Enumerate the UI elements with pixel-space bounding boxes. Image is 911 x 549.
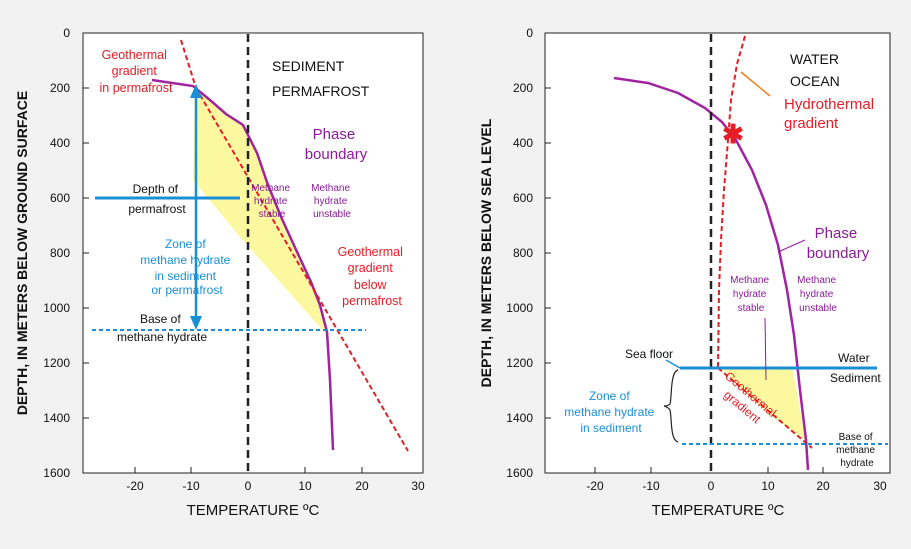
right-xtick: 20: [816, 479, 830, 493]
right-ytick: 200: [513, 81, 533, 95]
right-phase-boundary-label: Phase boundary: [807, 225, 870, 262]
right-phase-leader: [777, 239, 806, 253]
left-sediment-label: SEDIMENT: [272, 58, 345, 74]
left-stable-region: [193, 88, 327, 335]
left-xtick: 20: [355, 479, 369, 493]
right-ytick: 1400: [506, 411, 533, 425]
left-geothermal-below-line: [195, 87, 409, 452]
right-x-axis-label: TEMPERATURE ºC: [652, 502, 785, 519]
left-ytick: 1600: [43, 466, 70, 480]
right-y-axis-label: DEPTH, IN METERS BELOW SEA LEVEL: [478, 118, 494, 387]
right-ytick: 600: [513, 191, 533, 205]
right-hydrothermal-label: Hydrothermal gradient: [784, 96, 878, 132]
left-xtick: -10: [182, 479, 200, 493]
right-ytick: 1200: [506, 356, 533, 370]
left-geothermal-permafrost-line: [180, 39, 197, 89]
right-geothermal-line: [717, 367, 813, 449]
right-ocean-label: OCEAN: [790, 73, 840, 89]
right-zone-brace: [663, 369, 679, 443]
left-ytick: 1400: [43, 411, 70, 425]
right-x-ticks: -20 -10 0 10 20 30: [586, 467, 887, 493]
left-depth-permafrost-label: Depth of permafrost: [128, 182, 186, 216]
left-permafrost-label: PERMAFROST: [272, 83, 370, 99]
left-xtick: 30: [411, 479, 425, 493]
right-ytick: 800: [513, 246, 533, 260]
left-zone-arrow-up: [190, 84, 202, 98]
right-sediment-side-label: Sediment: [830, 371, 881, 385]
left-x-ticks: -20 -10 0 10 20 30: [126, 467, 425, 493]
right-sea-floor-leader: [665, 359, 681, 369]
right-xtick: -10: [642, 479, 660, 493]
left-xtick: 10: [298, 479, 312, 493]
left-xtick: -20: [126, 479, 144, 493]
left-phase-boundary: [151, 78, 335, 451]
left-geothermal-permafrost-label: Geothermal gradient in permafrost: [100, 48, 173, 95]
left-zone-label: Zone of methane hydrate in sediment or p…: [140, 237, 233, 297]
right-xtick: 10: [761, 479, 775, 493]
right-hydrothermal-leader: [740, 71, 771, 97]
right-base-label: Base of methane hydrate: [836, 432, 878, 469]
left-y-ticks: 0 200 400 600 800 1000 1200 1400 1600: [43, 26, 89, 480]
right-stable-leader: [764, 317, 767, 381]
right-plot-area: [544, 32, 891, 474]
left-stable-label: Methane hydrate stable: [251, 183, 293, 220]
right-ytick: 1600: [506, 466, 533, 480]
right-ytick: 0: [526, 26, 533, 40]
left-unstable-label: Methane hydrate unstable: [311, 183, 353, 220]
left-x-axis-label: TEMPERATURE ºC: [187, 502, 320, 519]
right-xtick: -20: [586, 479, 604, 493]
left-geothermal-below-label: Geothermal gradient below permafrost: [338, 245, 407, 308]
right-phase-boundary: [613, 76, 810, 471]
right-water-side-label: Water: [838, 351, 870, 365]
right-panel: ✱ 0 200 400 600 800 1000 1200 1400 1600: [478, 26, 891, 519]
left-ytick: 1000: [43, 301, 70, 315]
left-panel: 0 200 400 600 800 1000 1200 1400 1600 -2…: [14, 26, 425, 519]
left-ytick: 1200: [43, 356, 70, 370]
right-xtick: 30: [873, 479, 887, 493]
left-ytick: 200: [50, 81, 70, 95]
right-hydrothermal-line: [717, 35, 746, 369]
left-phase-boundary-label: Phase boundary: [305, 126, 368, 163]
right-ytick: 1000: [506, 301, 533, 315]
asterisk-icon: ✱: [722, 119, 744, 149]
right-ytick: 400: [513, 136, 533, 150]
left-ytick: 800: [50, 246, 70, 260]
right-unstable-label: Methane hydrate unstable: [797, 275, 839, 314]
left-y-axis-label: DEPTH, IN METERS BELOW GROUND SURFACE: [14, 91, 30, 415]
right-stable-label: Methane hydrate stable: [730, 275, 772, 314]
right-water-label: WATER: [790, 51, 839, 67]
left-base-label: Base of methane hydrate: [117, 312, 207, 344]
left-ytick: 600: [50, 191, 70, 205]
left-zone-arrow-down: [190, 316, 202, 330]
right-y-ticks: 0 200 400 600 800 1000 1200 1400 1600: [506, 26, 551, 480]
left-xtick: 0: [245, 479, 252, 493]
left-plot-area: [82, 32, 424, 474]
left-ytick: 400: [50, 136, 70, 150]
right-sea-floor-label: Sea floor: [625, 347, 673, 361]
right-stable-region: [722, 368, 805, 440]
right-xtick: 0: [708, 479, 715, 493]
right-zone-label: Zone of methane hydrate in sediment: [564, 389, 657, 435]
left-ytick: 0: [63, 26, 70, 40]
